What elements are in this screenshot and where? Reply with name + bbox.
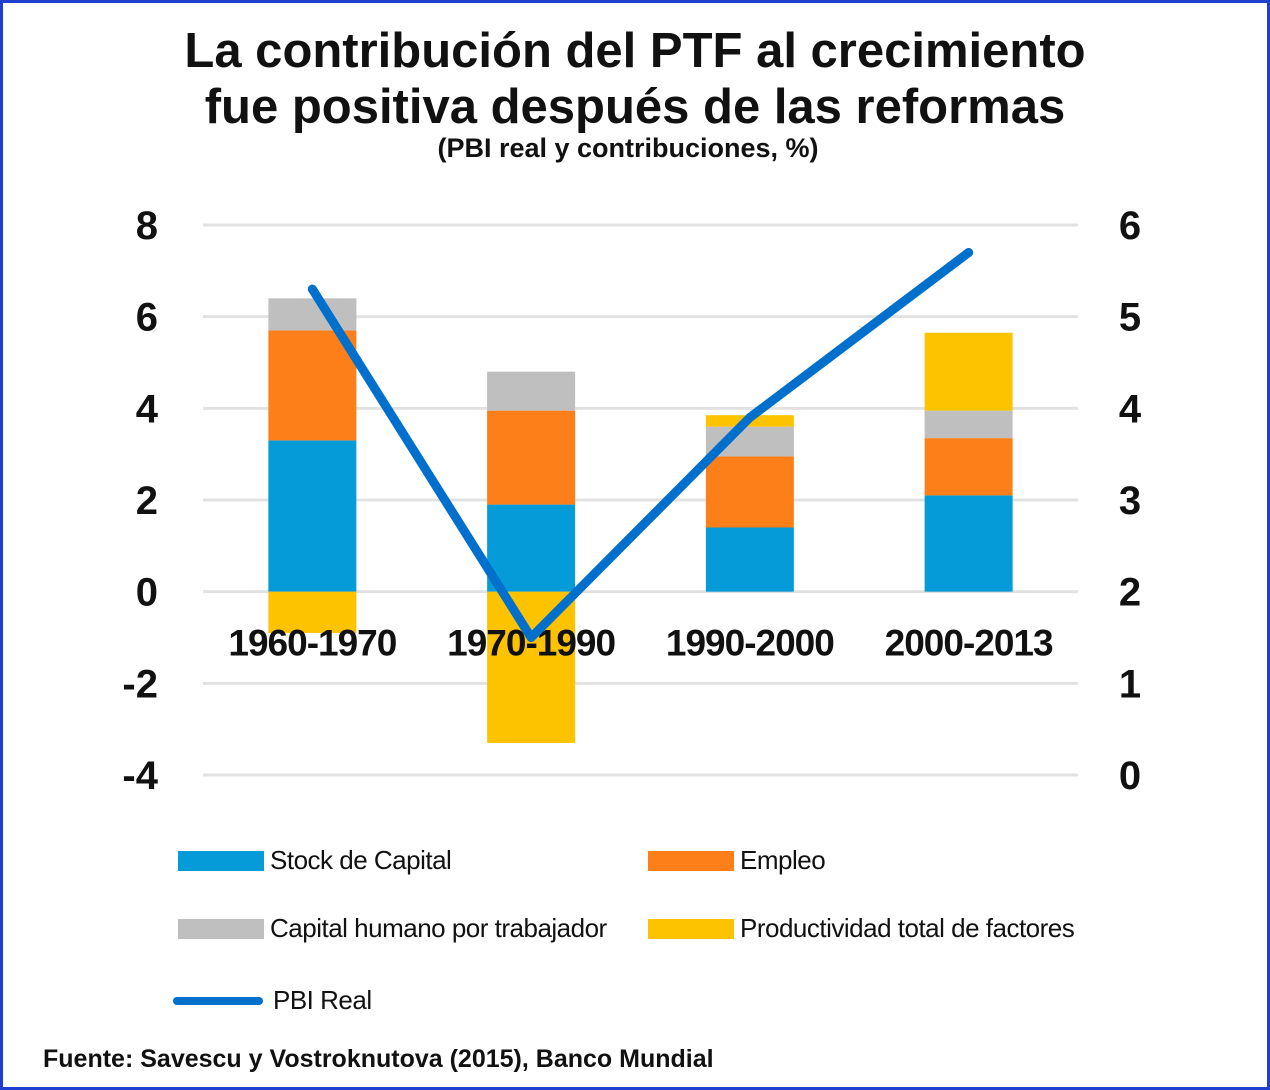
y-tick-right: 2 (1119, 571, 1141, 615)
bar-ptf (924, 332, 1013, 411)
legend-label-capital-humano: Capital humano por trabajador (270, 913, 607, 943)
line-point-pbi (307, 284, 317, 294)
bar-ptf (487, 591, 576, 743)
bar-capital_humano (268, 298, 357, 331)
legend-swatch-empleo (648, 850, 734, 871)
legend-line-pbi (173, 996, 263, 1005)
legend-label-pbi: PBI Real (273, 985, 372, 1015)
y-tick-right: 5 (1119, 296, 1141, 340)
source-text: Savescu y Vostroknutova (2015), Banco Mu… (140, 1045, 714, 1073)
bar-empleo (487, 410, 576, 505)
legend-swatch-stock (178, 850, 264, 871)
bar-stock (268, 440, 357, 592)
y-tick-right: 1 (1119, 662, 1141, 706)
chart-plot: 8 6 4 2 0 -2 -4 6 5 4 3 2 1 0 1960-1970 1970-1990 1990-2… (122, 204, 1142, 798)
y-tick-left: -4 (122, 754, 158, 798)
legend-item-capital-humano: Capital humano por trabajador (178, 913, 607, 944)
legend-label-ptf: Productividad total de factores (740, 913, 1075, 943)
chart-subtitle: (PBI real y contribuciones, %) (437, 133, 819, 163)
x-category-label: 1960-1970 (228, 623, 396, 664)
legend-item-ptf: Productividad total de factores (648, 913, 1075, 944)
x-category-label: 2000-2013 (885, 623, 1053, 664)
line-point-pbi (745, 413, 755, 422)
bar-stock (705, 527, 794, 592)
line-point-pbi (526, 633, 536, 642)
chart-title-line-1: La contribución del PTF al crecimiento (184, 24, 1086, 78)
source-label: Fuente: (43, 1045, 134, 1073)
source-note: Fuente: Savescu y Vostroknutova (2015), … (43, 1045, 714, 1074)
y-tick-left: 8 (136, 204, 158, 248)
line-pbi-real (307, 248, 974, 642)
y-tick-right: 4 (1119, 387, 1142, 431)
y-tick-left: 6 (136, 296, 158, 340)
legend-swatch-ptf (648, 918, 734, 939)
legend-item-empleo: Empleo (648, 845, 826, 876)
y-tick-right: 0 (1119, 754, 1141, 798)
bar-empleo (705, 456, 794, 528)
legend-label-stock: Stock de Capital (270, 845, 452, 875)
x-category-label: 1970-1990 (447, 623, 615, 664)
legend-item-stock: Stock de Capital (178, 845, 452, 876)
bar-stock (487, 504, 576, 592)
legend-label-empleo: Empleo (740, 845, 826, 875)
legend-swatch-capital-humano (178, 918, 264, 939)
bar-empleo (268, 330, 357, 441)
bar-ptf (268, 591, 357, 633)
x-category-label: 1990-2000 (666, 623, 834, 664)
bar-stock (924, 495, 1013, 592)
chart-title-line-2: fue positiva después de las reformas (204, 80, 1066, 134)
y-tick-right: 3 (1119, 479, 1141, 523)
bar-capital_humano (924, 410, 1013, 439)
y-tick-left: -2 (122, 662, 158, 706)
y-tick-right: 6 (1119, 204, 1141, 248)
chart-title: La contribución del PTF al crecimiento f… (3, 23, 1267, 135)
line-point-pbi (964, 248, 974, 257)
legend-item-pbi: PBI Real (173, 985, 372, 1016)
y-tick-left: 4 (136, 387, 159, 431)
y-tick-left: 0 (136, 571, 158, 615)
y-tick-left: 2 (136, 479, 158, 523)
bar-empleo (924, 438, 1013, 496)
bar-capital_humano (487, 371, 576, 411)
